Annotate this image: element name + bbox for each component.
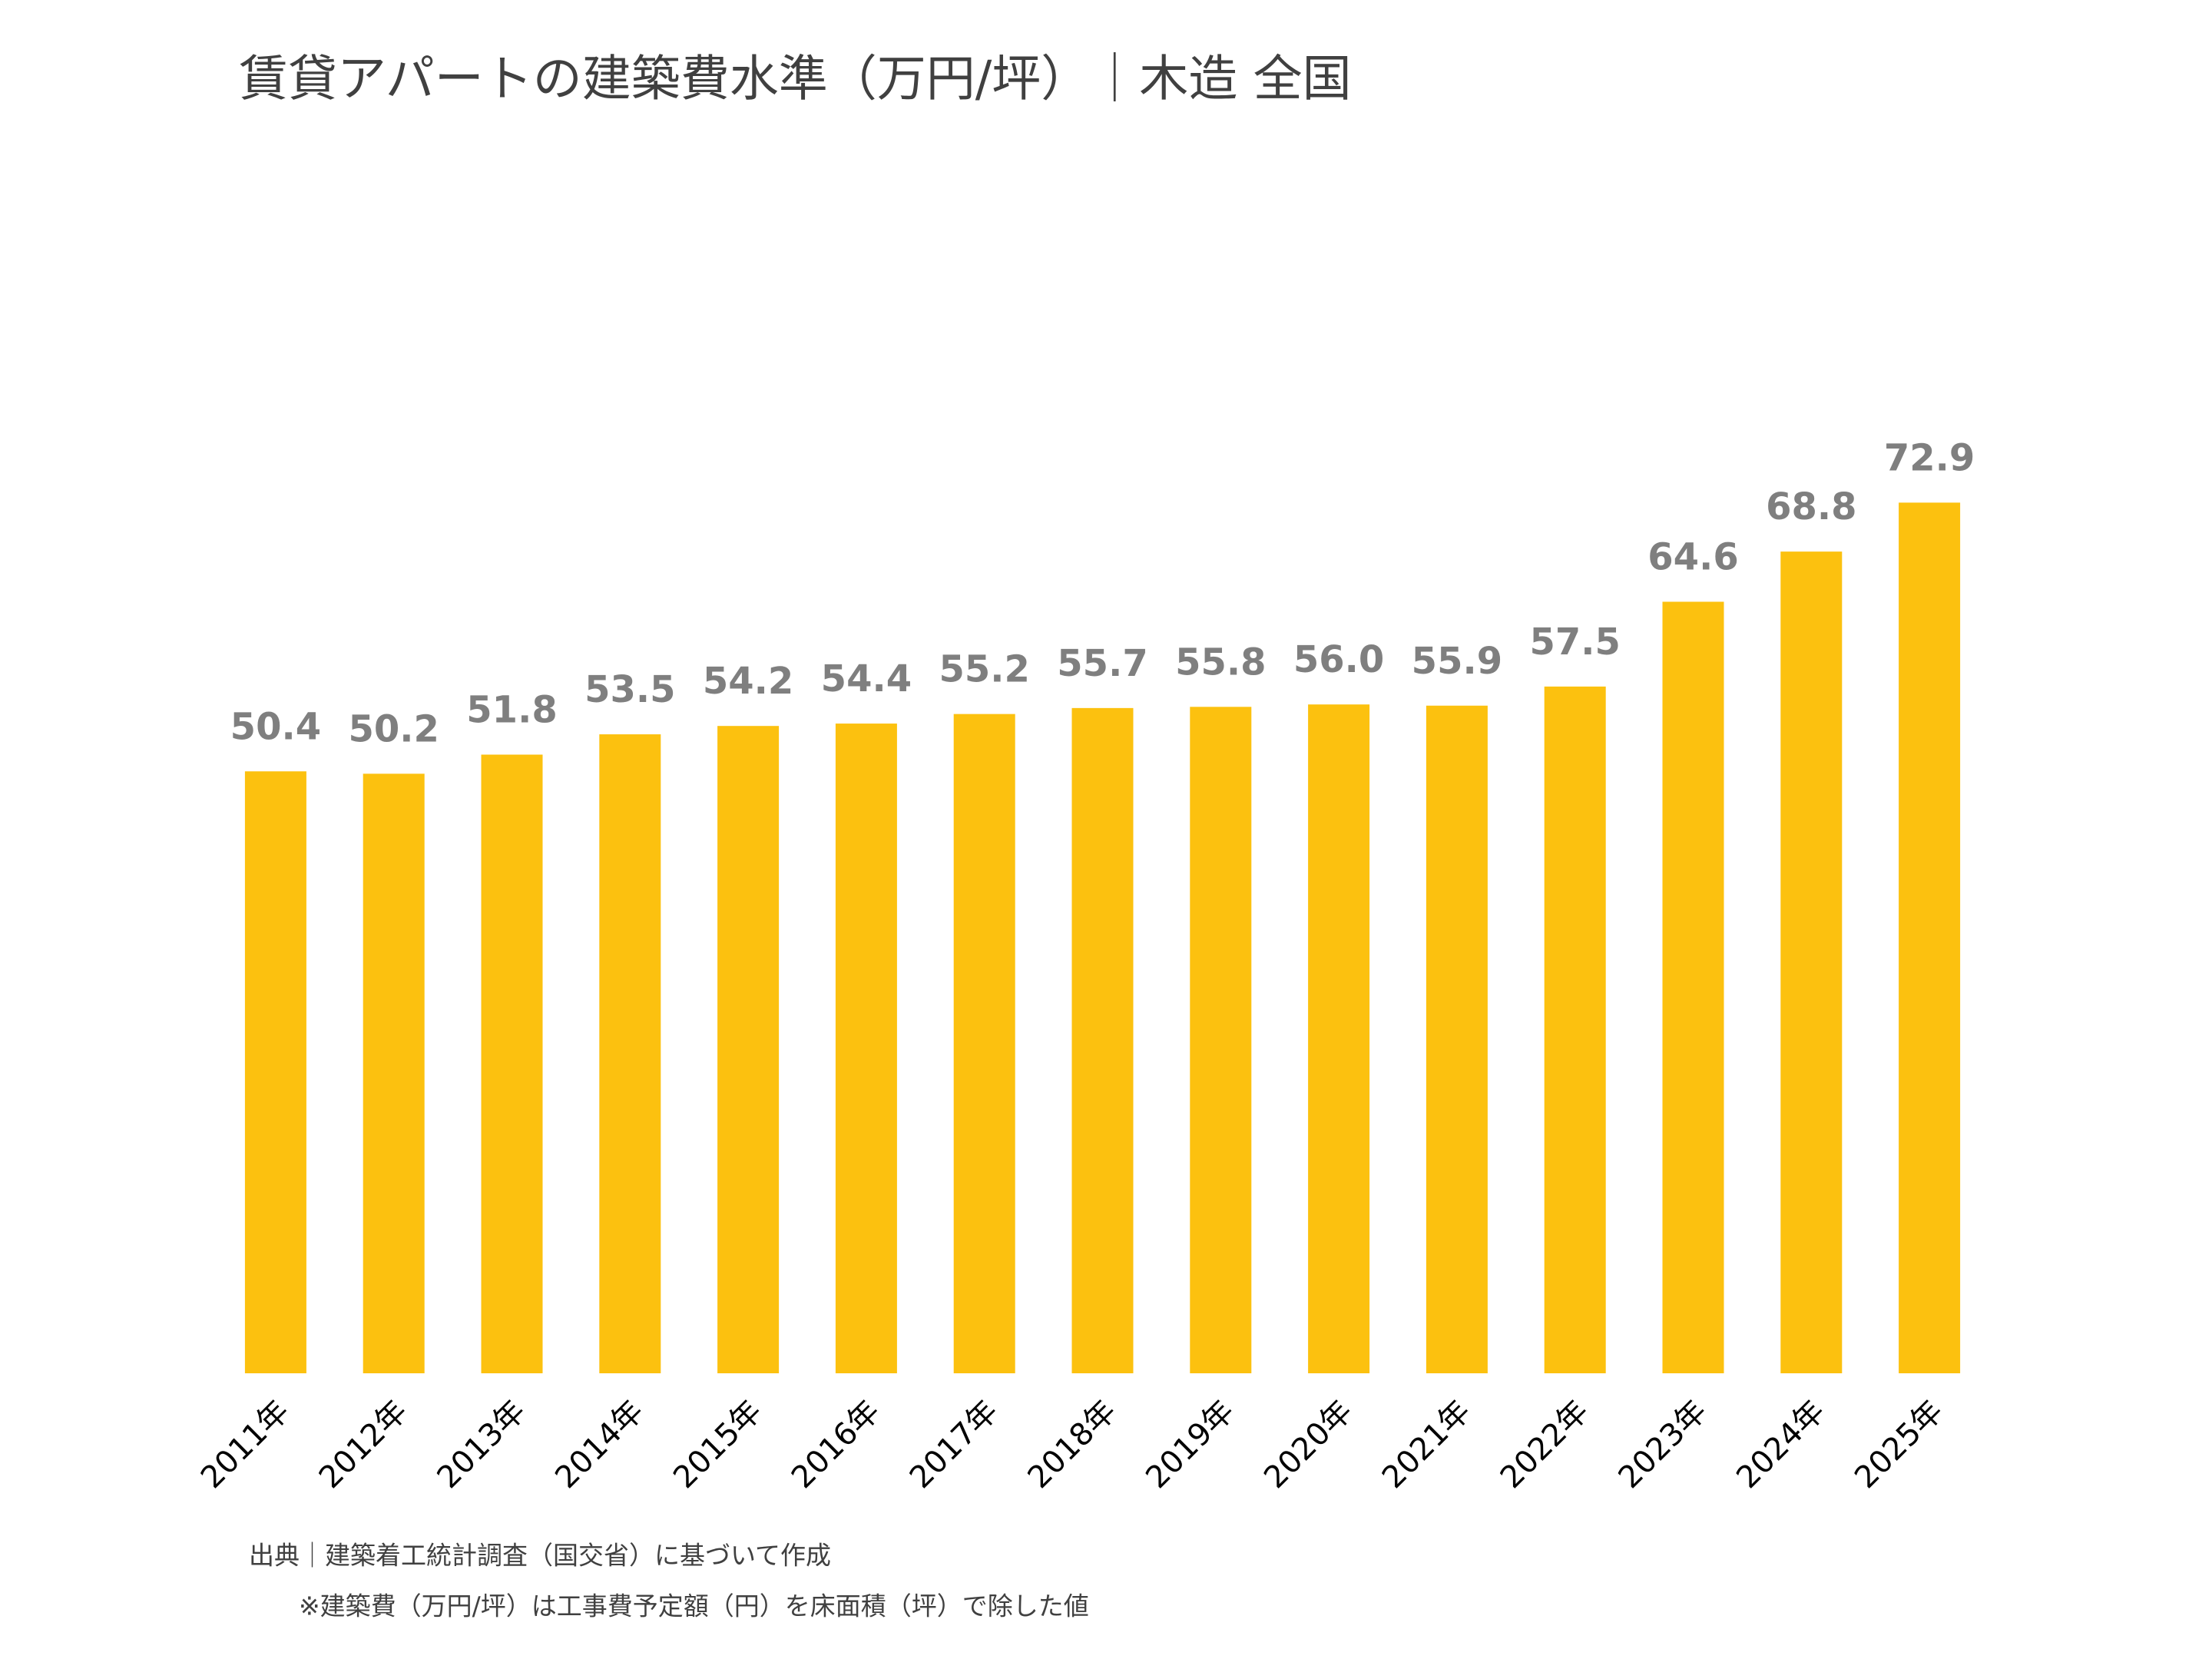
data-label: 54.2 bbox=[703, 660, 793, 703]
x-tick-label: 2015年 bbox=[667, 1393, 769, 1495]
bar bbox=[481, 754, 543, 1373]
bar bbox=[1308, 704, 1370, 1373]
source-note: 出典｜建築着工統計調査（国交省）に基づいて作成 bbox=[249, 1541, 831, 1571]
x-tick-label: 2025年 bbox=[1848, 1393, 1950, 1495]
bar bbox=[1190, 707, 1252, 1373]
data-label: 72.9 bbox=[1884, 436, 1975, 479]
bar bbox=[363, 773, 425, 1373]
x-tick-label: 2018年 bbox=[1022, 1393, 1124, 1495]
x-tick-label: 2012年 bbox=[313, 1393, 415, 1495]
x-tick-label: 2019年 bbox=[1139, 1393, 1241, 1495]
data-label: 57.5 bbox=[1529, 621, 1620, 664]
bar bbox=[1780, 551, 1843, 1374]
data-label: 50.4 bbox=[230, 705, 321, 748]
x-tick-label: 2021年 bbox=[1376, 1393, 1478, 1495]
bar bbox=[244, 771, 306, 1373]
data-label: 55.7 bbox=[1057, 642, 1147, 685]
data-label: 68.8 bbox=[1766, 485, 1856, 528]
x-tick-label: 2023年 bbox=[1612, 1393, 1714, 1495]
bar bbox=[717, 726, 780, 1373]
data-label: 54.4 bbox=[821, 657, 912, 700]
bar bbox=[1071, 707, 1134, 1373]
bar bbox=[599, 734, 661, 1373]
data-label: 51.8 bbox=[466, 689, 557, 732]
bar bbox=[1662, 601, 1724, 1373]
x-tick-label: 2016年 bbox=[785, 1393, 887, 1495]
chart-title: 賃貸アパートの建築費水準（万円/坪）｜木造 全国 bbox=[239, 51, 1352, 108]
bar bbox=[953, 714, 1015, 1373]
data-label: 56.0 bbox=[1293, 638, 1384, 681]
x-tick-label: 2017年 bbox=[903, 1393, 1005, 1495]
bar bbox=[1544, 686, 1606, 1373]
x-tick-label: 2011年 bbox=[194, 1393, 296, 1495]
data-label: 55.8 bbox=[1175, 641, 1266, 684]
data-label: 64.6 bbox=[1647, 535, 1738, 578]
bar bbox=[1899, 502, 1961, 1373]
bar bbox=[1426, 705, 1488, 1373]
bar bbox=[835, 724, 897, 1373]
x-tick-label: 2013年 bbox=[431, 1393, 533, 1495]
x-tick-label: 2014年 bbox=[548, 1393, 651, 1495]
x-tick-label: 2022年 bbox=[1494, 1393, 1596, 1495]
data-label: 55.2 bbox=[939, 648, 1029, 691]
data-label: 55.9 bbox=[1412, 640, 1502, 683]
footnote: ※建築費（万円/坪）は工事費予定額（円）を床面積（坪）で除した値 bbox=[299, 1591, 1089, 1621]
x-tick-label: 2024年 bbox=[1730, 1393, 1832, 1495]
data-label: 53.5 bbox=[584, 668, 675, 711]
x-tick-label: 2020年 bbox=[1257, 1393, 1359, 1495]
data-label: 50.2 bbox=[348, 707, 439, 750]
